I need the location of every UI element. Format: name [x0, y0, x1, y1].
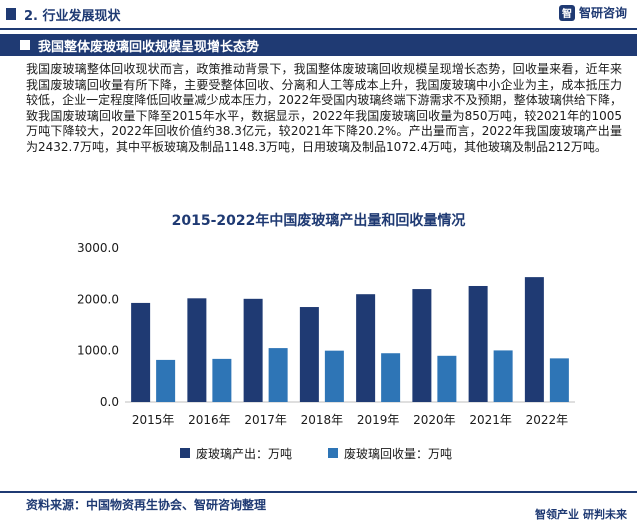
banner-marker [20, 40, 30, 50]
bar-recycle [324, 350, 344, 402]
section-title: 2. 行业发展现状 [24, 9, 121, 24]
body-paragraph: 我国废玻璃整体回收现状而言，政策推动背景下，我国整体废玻璃回收规模呈现增长态势，… [26, 62, 622, 154]
bar-recycle [381, 353, 401, 402]
chart-title: 2015-2022年中国废玻璃产出量和回收量情况 [171, 213, 466, 229]
x-tick-label: 2021年 [469, 413, 512, 427]
footer-divider [0, 491, 637, 493]
legend-label: 废玻璃产出：万吨 [196, 446, 292, 461]
x-tick-label: 2022年 [526, 413, 569, 427]
bar-output [524, 277, 544, 402]
y-tick-label: 0.0 [100, 395, 119, 409]
page-title: 我国整体废玻璃回收规模呈现增长态势 [38, 40, 260, 55]
legend-swatch [180, 448, 190, 458]
x-tick-label: 2018年 [301, 413, 344, 427]
bar-output [243, 298, 263, 402]
y-tick-label: 2000.0 [77, 292, 119, 306]
bar-recycle [437, 355, 457, 402]
bar-output [131, 302, 151, 402]
bar-output [468, 285, 488, 402]
footer-slogan: 智领产业 研判未来 [535, 506, 627, 522]
bar-recycle [549, 358, 569, 402]
x-tick-label: 2017年 [244, 413, 287, 427]
bar-output [187, 298, 207, 402]
bar-recycle [156, 359, 176, 402]
title-banner: 我国整体废玻璃回收规模呈现增长态势 [0, 34, 637, 56]
bar-output [356, 294, 376, 402]
source-note: 资料来源：中国物资再生协会、智研咨询整理 [26, 498, 267, 512]
x-tick-label: 2019年 [357, 413, 400, 427]
legend-label: 废玻璃回收量：万吨 [344, 446, 452, 461]
bar-output [412, 289, 432, 402]
bar-recycle [268, 348, 288, 402]
x-tick-label: 2020年 [413, 413, 456, 427]
bar-chart: 0.0 1000.0 2000.0 3000.0 2015年 2016年 2017年 2018… [77, 241, 575, 461]
y-tick-label: 1000.0 [77, 344, 119, 358]
bar-output [299, 307, 319, 402]
footer-slogan-right: 研判未来 [583, 508, 627, 521]
x-tick-label: 2015年 [132, 413, 175, 427]
logo-icon: 智 [558, 4, 575, 21]
brand-logo: 智 智研咨询 [558, 4, 627, 21]
x-tick-label: 2016年 [188, 413, 231, 427]
footer-slogan-left: 智领产业 [535, 508, 579, 521]
bar-recycle [212, 358, 232, 402]
top-bar: 2. 行业发展现状 智 智研咨询 [0, 0, 637, 30]
bar-recycle [493, 350, 513, 402]
y-tick-label: 3000.0 [77, 241, 119, 255]
section-marker [6, 8, 16, 20]
legend-swatch [328, 448, 338, 458]
logo-text: 智研咨询 [578, 6, 627, 20]
